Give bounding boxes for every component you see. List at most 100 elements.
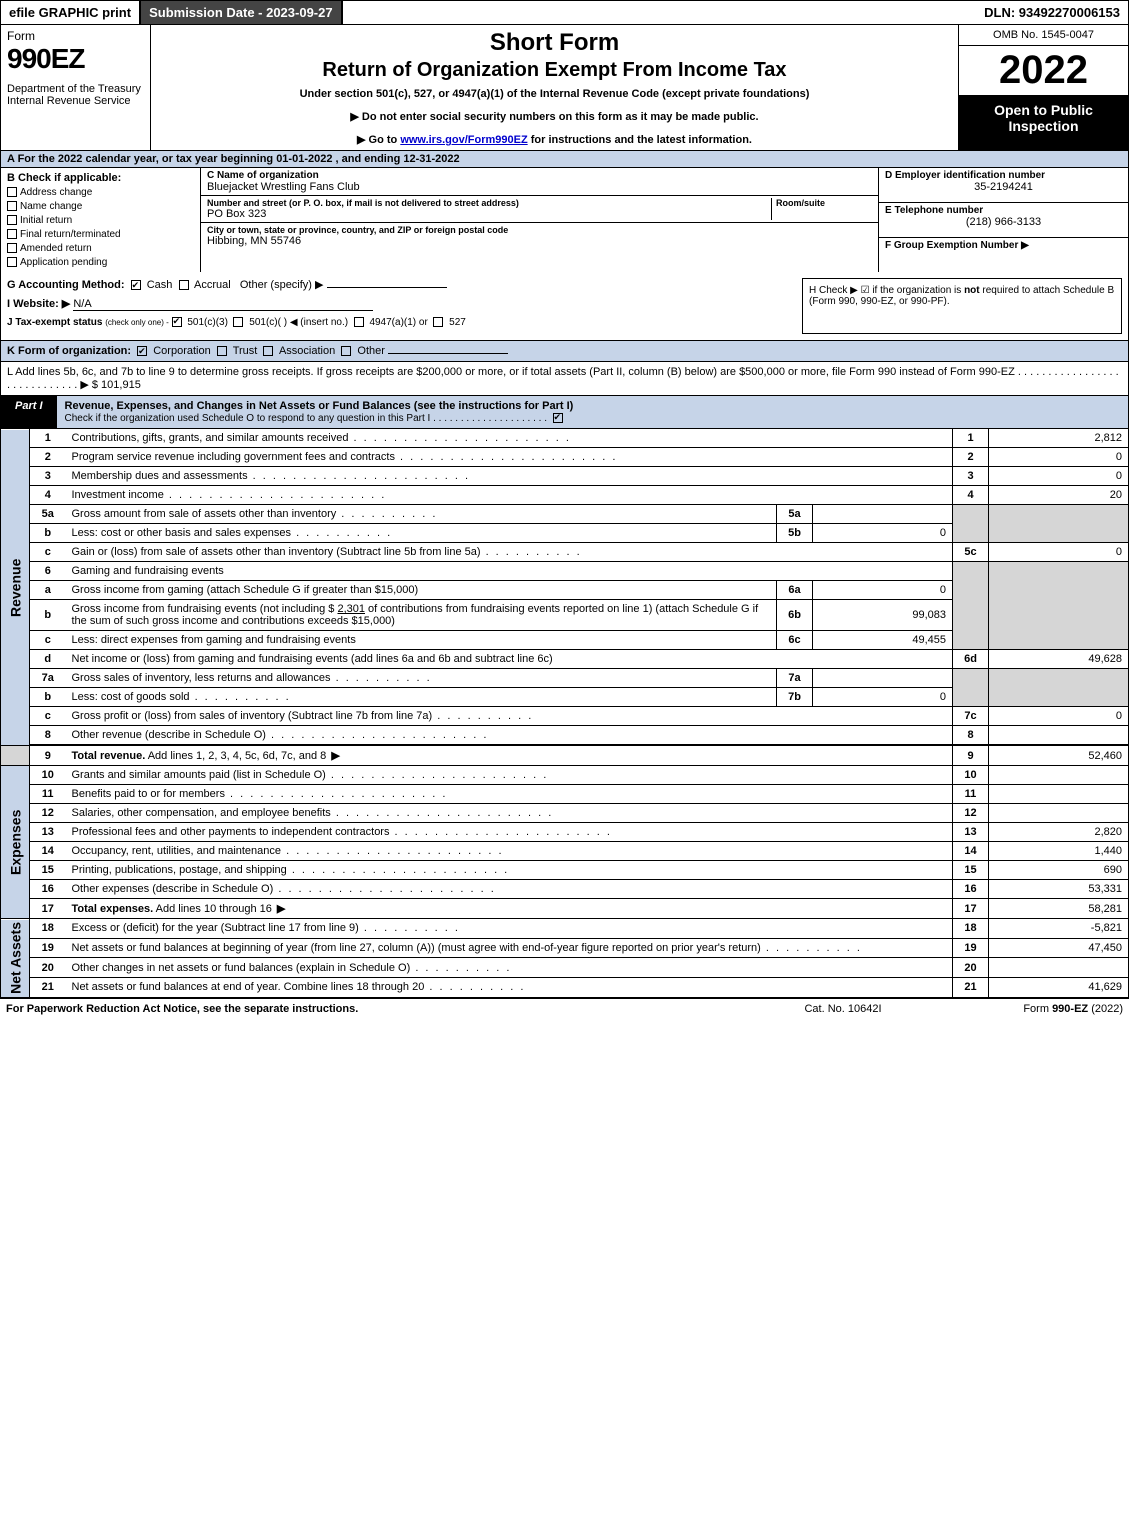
side-expenses: Expenses — [1, 766, 30, 919]
part1-title: Revenue, Expenses, and Changes in Net As… — [57, 396, 1128, 428]
num-15: 15 — [953, 861, 989, 880]
table-row: c Gain or (loss) from sale of assets oth… — [1, 543, 1129, 562]
grey-7 — [953, 669, 989, 707]
k-assoc-check[interactable] — [263, 346, 273, 356]
table-row: 8 Other revenue (describe in Schedule O)… — [1, 726, 1129, 746]
table-row: 5a Gross amount from sale of assets othe… — [1, 505, 1129, 524]
num-16: 16 — [953, 880, 989, 899]
dln: DLN: 93492270006153 — [976, 1, 1128, 24]
table-row: 13 Professional fees and other payments … — [1, 823, 1129, 842]
d-ein-cell: D Employer identification number 35-2194… — [879, 168, 1128, 203]
desc-4: Investment income — [66, 486, 953, 505]
website-value: N/A — [73, 298, 373, 311]
k-other-fill[interactable] — [388, 353, 508, 354]
phone-value: (218) 966-3133 — [885, 216, 1122, 228]
ln-15: 15 — [30, 861, 66, 880]
val-18: -5,821 — [989, 919, 1129, 939]
opt-amended-return[interactable]: Amended return — [7, 243, 194, 254]
table-row: Net Assets 18 Excess or (deficit) for th… — [1, 919, 1129, 939]
ln-17: 17 — [30, 899, 66, 919]
ln-6: 6 — [30, 562, 66, 581]
d-label: D Employer identification number — [885, 170, 1122, 181]
val-15: 690 — [989, 861, 1129, 880]
g-cash-check[interactable] — [131, 280, 141, 290]
desc-20: Other changes in net assets or fund bala… — [66, 958, 953, 978]
k-o3: Association — [279, 345, 335, 357]
page-footer: For Paperwork Reduction Act Notice, see … — [0, 998, 1129, 1019]
j-501c-check[interactable] — [233, 317, 243, 327]
k-o1: Corporation — [153, 345, 210, 357]
j-527-check[interactable] — [433, 317, 443, 327]
opt-name-change[interactable]: Name change — [7, 201, 194, 212]
desc-11: Benefits paid to or for members — [66, 785, 953, 804]
side-blank — [1, 745, 30, 766]
num-14: 14 — [953, 842, 989, 861]
title-return: Return of Organization Exempt From Incom… — [322, 59, 786, 82]
desc-2: Program service revenue including govern… — [66, 448, 953, 467]
k-corp-check[interactable] — [137, 346, 147, 356]
g-other-fill[interactable] — [327, 287, 447, 288]
opt-application-pending[interactable]: Application pending — [7, 257, 194, 268]
subtitle: Under section 501(c), 527, or 4947(a)(1)… — [300, 88, 810, 100]
desc-6: Gaming and fundraising events — [66, 562, 953, 581]
val-8 — [989, 726, 1129, 746]
ln-7c: c — [30, 707, 66, 726]
j-501c3-check[interactable] — [172, 317, 182, 327]
col-def: D Employer identification number 35-2194… — [878, 168, 1128, 272]
table-row: 20 Other changes in net assets or fund b… — [1, 958, 1129, 978]
j-4947-check[interactable] — [354, 317, 364, 327]
g-accrual: Accrual — [194, 279, 231, 291]
header-left: Form 990EZ Department of the Treasury In… — [1, 25, 151, 150]
irs-link[interactable]: www.irs.gov/Form990EZ — [400, 134, 527, 146]
ln-5b: b — [30, 524, 66, 543]
subval-6c: 49,455 — [813, 631, 953, 650]
opt-final-return[interactable]: Final return/terminated — [7, 229, 194, 240]
g-accrual-check[interactable] — [179, 280, 189, 290]
num-12: 12 — [953, 804, 989, 823]
num-11: 11 — [953, 785, 989, 804]
val-1: 2,812 — [989, 429, 1129, 448]
desc-7a: Gross sales of inventory, less returns a… — [66, 669, 777, 688]
desc-15: Printing, publications, postage, and shi… — [66, 861, 953, 880]
table-row: Revenue 1 Contributions, gifts, grants, … — [1, 429, 1129, 448]
sub-7a: 7a — [777, 669, 813, 688]
num-18: 18 — [953, 919, 989, 939]
desc-6b: Gross income from fundraising events (no… — [66, 600, 777, 631]
val-13: 2,820 — [989, 823, 1129, 842]
ln-8: 8 — [30, 726, 66, 746]
g-label: G Accounting Method: — [7, 279, 125, 291]
table-row: 17 Total expenses. Add lines 10 through … — [1, 899, 1129, 919]
desc-6a: Gross income from gaming (attach Schedul… — [66, 581, 777, 600]
greyval-5 — [989, 505, 1129, 543]
part1-sched-o-check[interactable] — [553, 413, 563, 423]
ln-4: 4 — [30, 486, 66, 505]
greyval-6 — [989, 562, 1129, 650]
subval-7a — [813, 669, 953, 688]
tax-year: 2022 — [959, 46, 1128, 96]
ln-19: 19 — [30, 938, 66, 958]
e-label: E Telephone number — [885, 205, 1122, 216]
val-20 — [989, 958, 1129, 978]
table-row: 21 Net assets or fund balances at end of… — [1, 978, 1129, 998]
subval-7b: 0 — [813, 688, 953, 707]
greyval-7 — [989, 669, 1129, 707]
table-row: c Gross profit or (loss) from sales of i… — [1, 707, 1129, 726]
val-10 — [989, 766, 1129, 785]
num-7c: 7c — [953, 707, 989, 726]
val-12 — [989, 804, 1129, 823]
k-trust-check[interactable] — [217, 346, 227, 356]
ln-6b: b — [30, 600, 66, 631]
opt-initial-return[interactable]: Initial return — [7, 215, 194, 226]
k-other-check[interactable] — [341, 346, 351, 356]
desc-1: Contributions, gifts, grants, and simila… — [66, 429, 953, 448]
num-13: 13 — [953, 823, 989, 842]
block-ghij: G Accounting Method: Cash Accrual Other … — [0, 272, 1129, 341]
efile-print[interactable]: efile GRAPHIC print — [1, 1, 141, 24]
desc-13: Professional fees and other payments to … — [66, 823, 953, 842]
g-other: Other (specify) ▶ — [240, 279, 324, 291]
ln-7a: 7a — [30, 669, 66, 688]
opt-address-change[interactable]: Address change — [7, 187, 194, 198]
col-c-org: C Name of organization Bluejacket Wrestl… — [201, 168, 878, 272]
desc-6d: Net income or (loss) from gaming and fun… — [66, 650, 953, 669]
table-row: 7a Gross sales of inventory, less return… — [1, 669, 1129, 688]
